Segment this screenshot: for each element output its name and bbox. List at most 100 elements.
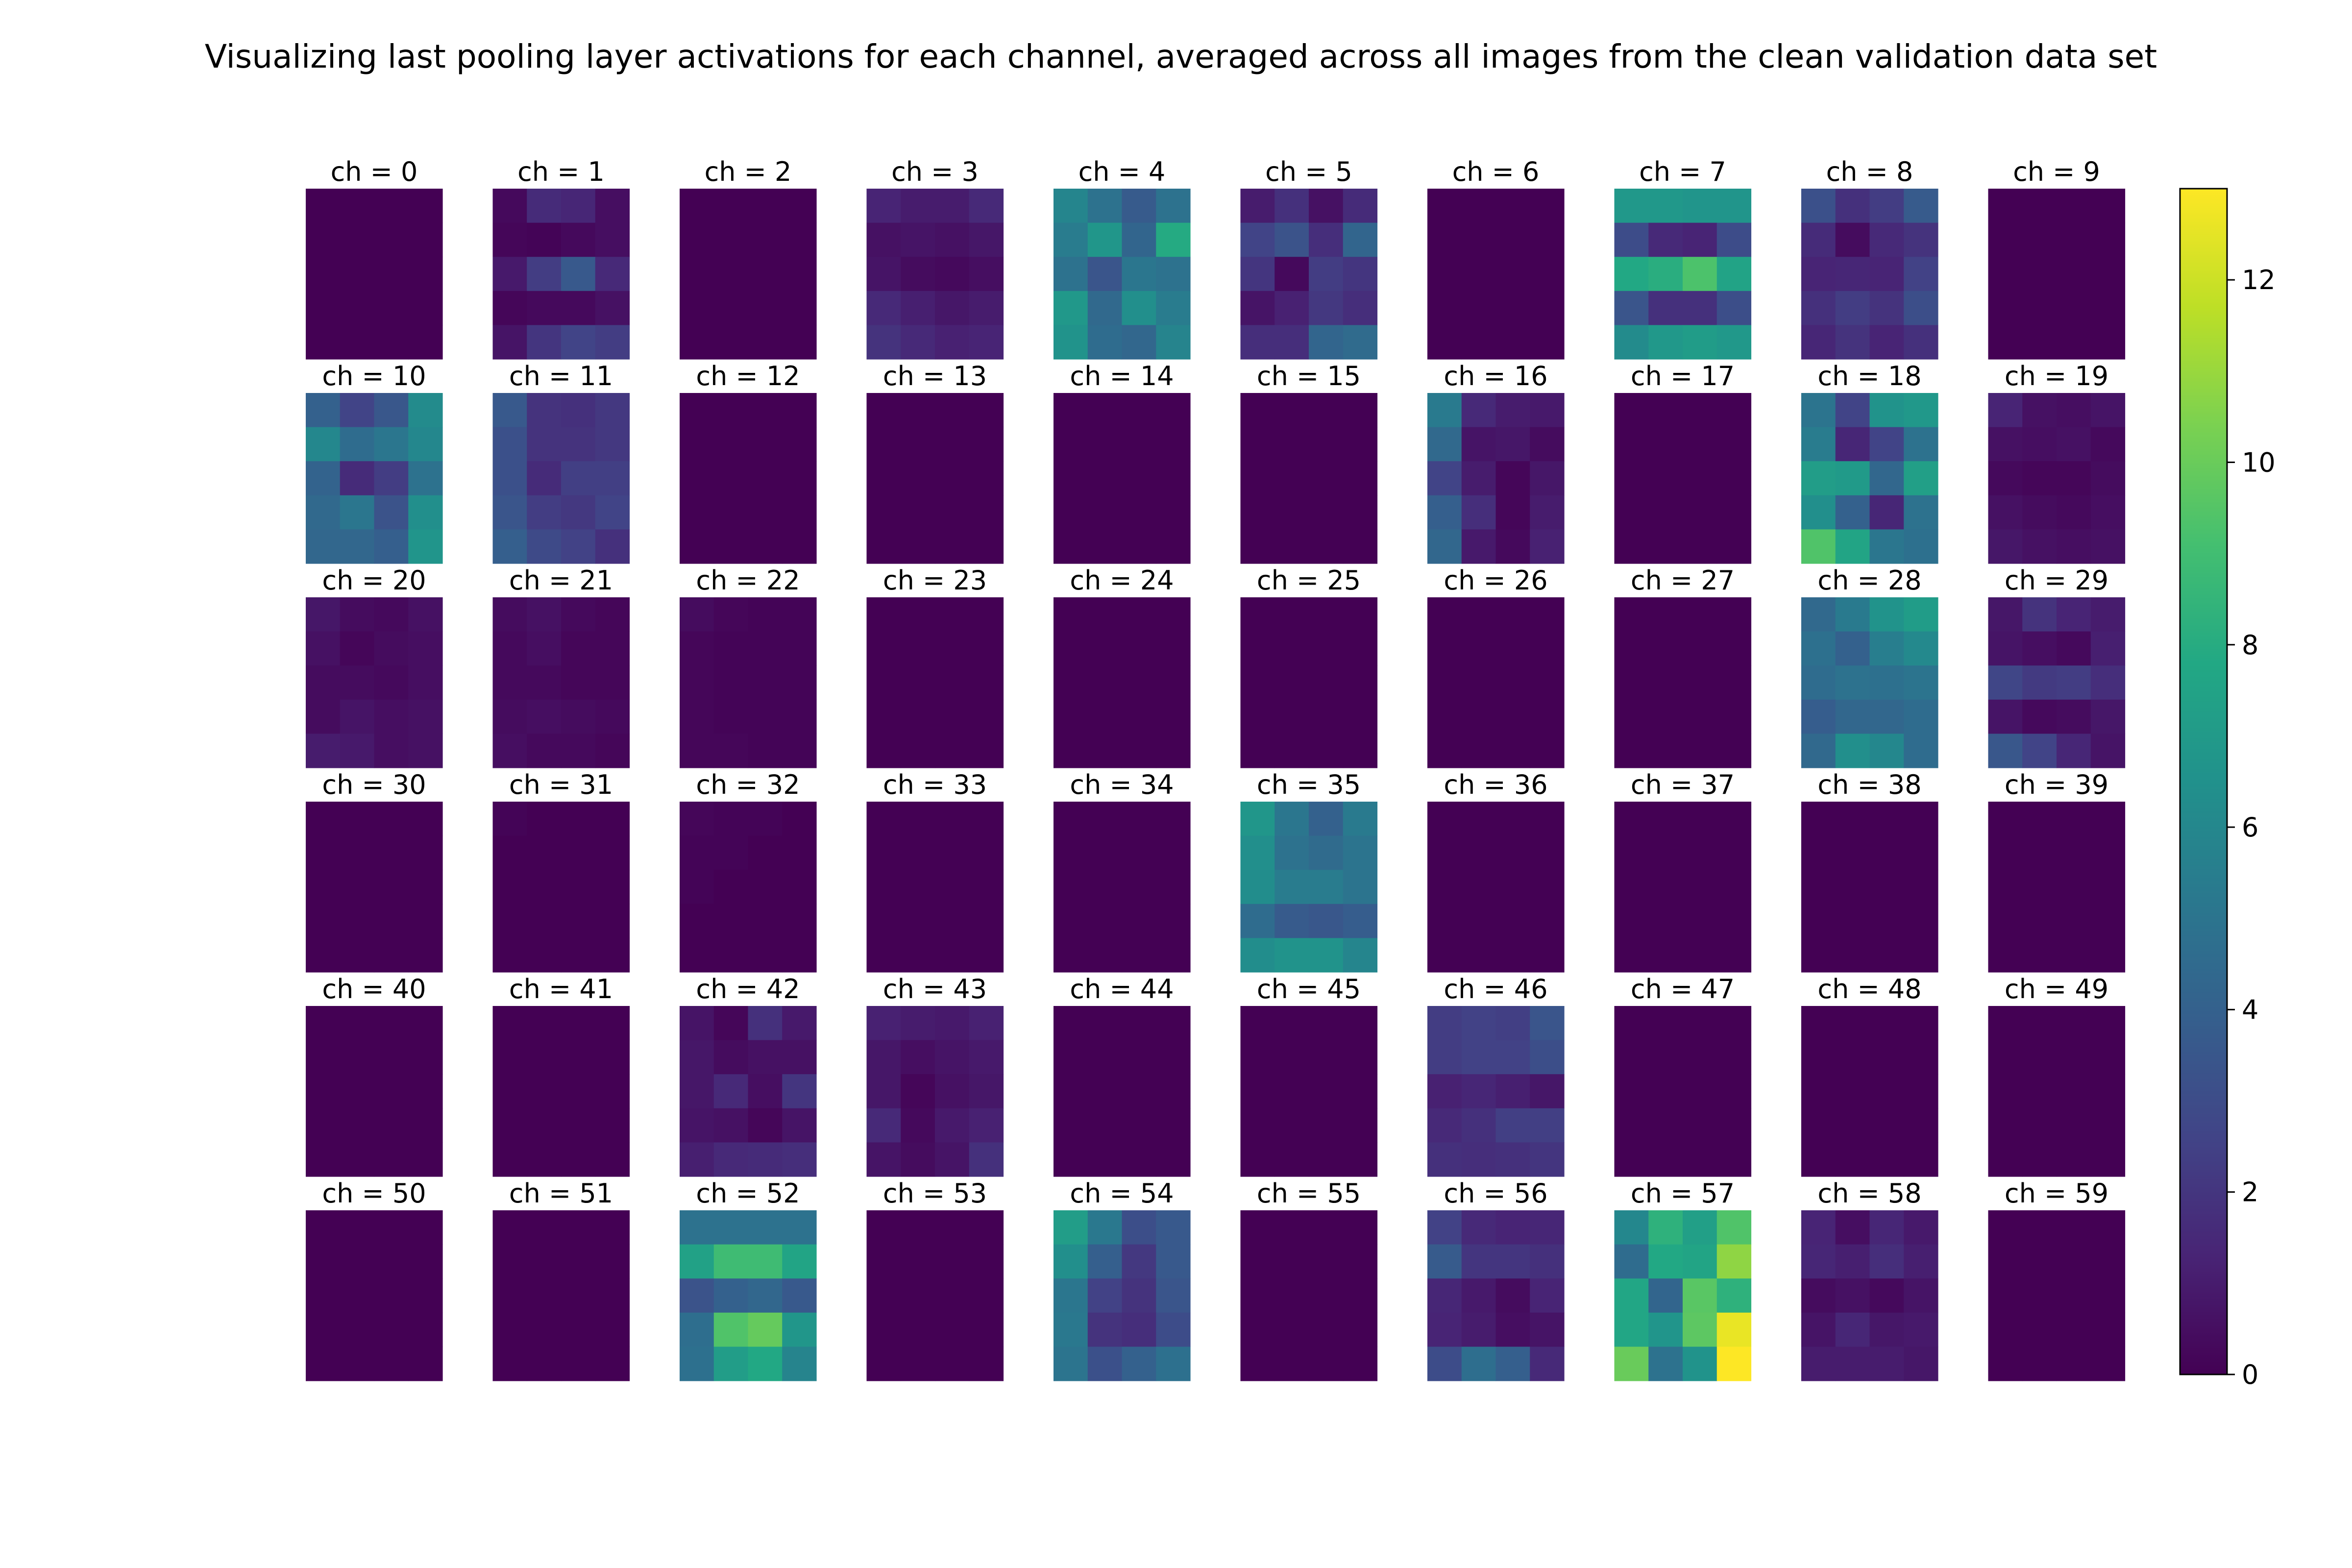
heatmap-cell [408, 1108, 443, 1143]
heatmap-cell [748, 393, 783, 428]
heatmap-cell [1240, 938, 1275, 973]
heatmap-cell [713, 291, 749, 325]
heatmap-cell [340, 699, 375, 734]
heatmap-cell [1343, 393, 1378, 428]
heatmap-cell [1122, 1142, 1156, 1177]
heatmap-cell [1614, 1006, 1649, 1041]
heatmap-cell [969, 835, 1004, 870]
heatmap-cell [1343, 734, 1378, 768]
heatmap-panel-ch-27: ch = 27 [1614, 565, 1752, 768]
panel-label: ch = 9 [2013, 156, 2100, 187]
heatmap-cell [2090, 802, 2126, 836]
heatmap-cell [561, 495, 596, 530]
heatmap-cell [935, 631, 970, 666]
heatmap-cell [492, 461, 527, 496]
heatmap-cell [595, 1210, 630, 1245]
panel-label: ch = 37 [1631, 769, 1735, 800]
heatmap-cell [1801, 938, 1836, 973]
heatmap-cell [527, 1210, 562, 1245]
heatmap-cell [2022, 393, 2057, 428]
heatmap-cell [1801, 291, 1836, 325]
heatmap-cell [2090, 1040, 2126, 1075]
heatmap-cell [1087, 1244, 1123, 1279]
heatmap-cell [748, 870, 783, 905]
panel-label: ch = 5 [1265, 156, 1352, 187]
heatmap-cell [1683, 1210, 1717, 1245]
heatmap-cell [901, 665, 935, 700]
colorbar-frame [2179, 188, 2228, 1375]
panel-label: ch = 1 [517, 156, 605, 187]
heatmap-grid: ch = 0 ch = 1 ch = 2 ch = 3 ch = 4 ch = 5 ch =… [306, 156, 2126, 1381]
heatmap-cell [340, 427, 375, 462]
heatmap-cell [1054, 1210, 1088, 1245]
heatmap-cell [2022, 1108, 2057, 1143]
heatmap-cell [1801, 325, 1836, 360]
heatmap-cell [527, 1006, 562, 1041]
heatmap-cell [1461, 393, 1496, 428]
heatmap-cell [782, 699, 817, 734]
heatmap-cell [1309, 325, 1344, 360]
heatmap-cell [782, 835, 817, 870]
heatmap-cell [2090, 427, 2126, 462]
heatmap-cell [1054, 597, 1088, 632]
heatmap-cell [1648, 631, 1683, 666]
heatmap-cell [1343, 1278, 1378, 1313]
heatmap-panel-ch-57: ch = 57 [1614, 1178, 1752, 1381]
colorbar-tick-label: 12 [2242, 265, 2276, 295]
heatmap-cell [2022, 734, 2057, 768]
heatmap-cell [1869, 597, 1904, 632]
heatmap-cell [595, 1278, 630, 1313]
heatmap-panel-ch-43: ch = 43 [866, 974, 1004, 1177]
heatmap-cell [1309, 1210, 1344, 1245]
heatmap-panel-ch-35: ch = 35 [1240, 769, 1378, 973]
heatmap-cell [1461, 291, 1496, 325]
heatmap-cell [340, 1278, 375, 1313]
heatmap-cell [1716, 1244, 1752, 1279]
heatmap-cell [1614, 393, 1649, 428]
heatmap-cell [680, 1278, 714, 1313]
heatmap-cell [1427, 1040, 1462, 1075]
heatmap-cell [595, 665, 630, 700]
heatmap-cell [1716, 427, 1752, 462]
heatmap-cell [1988, 938, 2023, 973]
heatmap-cell [1648, 427, 1683, 462]
heatmap-cell [713, 1244, 749, 1279]
heatmap-cell [2090, 1244, 2126, 1279]
heatmap-panel-ch-41: ch = 41 [492, 974, 630, 1177]
heatmap-cell [595, 938, 630, 973]
heatmap-cell [2090, 495, 2126, 530]
heatmap-panel-ch-5: ch = 5 [1240, 156, 1378, 360]
heatmap-cell [1801, 495, 1836, 530]
heatmap-cell [1461, 1244, 1496, 1279]
heatmap-cell [1240, 835, 1275, 870]
heatmap-cell [2057, 1210, 2091, 1245]
heatmap-cell [595, 1006, 630, 1041]
heatmap-cell [1716, 291, 1752, 325]
heatmap-cell [1495, 393, 1530, 428]
heatmap-cell [2057, 699, 2091, 734]
heatmap-cell [1122, 631, 1156, 666]
heatmap-cell [527, 222, 562, 257]
heatmap-cell [306, 495, 341, 530]
heatmap-cell [1869, 665, 1904, 700]
heatmap-cell [1835, 461, 1870, 496]
heatmap-cell [782, 1040, 817, 1075]
heatmap-cell [1309, 835, 1344, 870]
heatmap-cell [1087, 734, 1123, 768]
heatmap-cell [1648, 222, 1683, 257]
heatmap-cell [1427, 870, 1462, 905]
heatmap-cell [1904, 734, 1938, 768]
heatmap-cell [374, 427, 409, 462]
heatmap-cell [935, 1244, 970, 1279]
heatmap-cell [748, 461, 783, 496]
heatmap-cell [748, 631, 783, 666]
heatmap-cell [866, 904, 901, 938]
heatmap-cell [1988, 189, 2023, 223]
heatmap-panel-ch-8: ch = 8 [1801, 156, 1938, 360]
heatmap-cell [680, 802, 714, 836]
heatmap-cell [1054, 1312, 1088, 1347]
heatmap-cell [561, 665, 596, 700]
heatmap-cell [748, 1142, 783, 1177]
heatmap-cell [1869, 1278, 1904, 1313]
heatmap-panel-ch-15: ch = 15 [1240, 361, 1378, 564]
